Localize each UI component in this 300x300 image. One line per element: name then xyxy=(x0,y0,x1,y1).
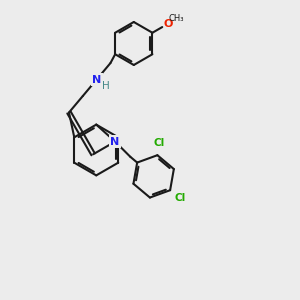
Text: Cl: Cl xyxy=(154,138,165,148)
Text: O: O xyxy=(163,19,172,29)
Text: CH₃: CH₃ xyxy=(169,14,184,23)
Text: H: H xyxy=(102,81,110,91)
Text: Cl: Cl xyxy=(174,193,185,203)
Text: N: N xyxy=(110,136,120,147)
Text: N: N xyxy=(92,74,101,85)
